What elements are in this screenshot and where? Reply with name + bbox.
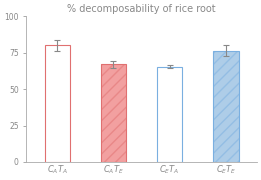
Title: % decomposability of rice root: % decomposability of rice root bbox=[67, 4, 216, 14]
Bar bbox=[101, 64, 126, 162]
Bar bbox=[101, 64, 126, 162]
Bar bbox=[213, 51, 239, 162]
Bar bbox=[213, 51, 239, 162]
Bar bbox=[45, 46, 70, 162]
Bar bbox=[157, 67, 182, 162]
